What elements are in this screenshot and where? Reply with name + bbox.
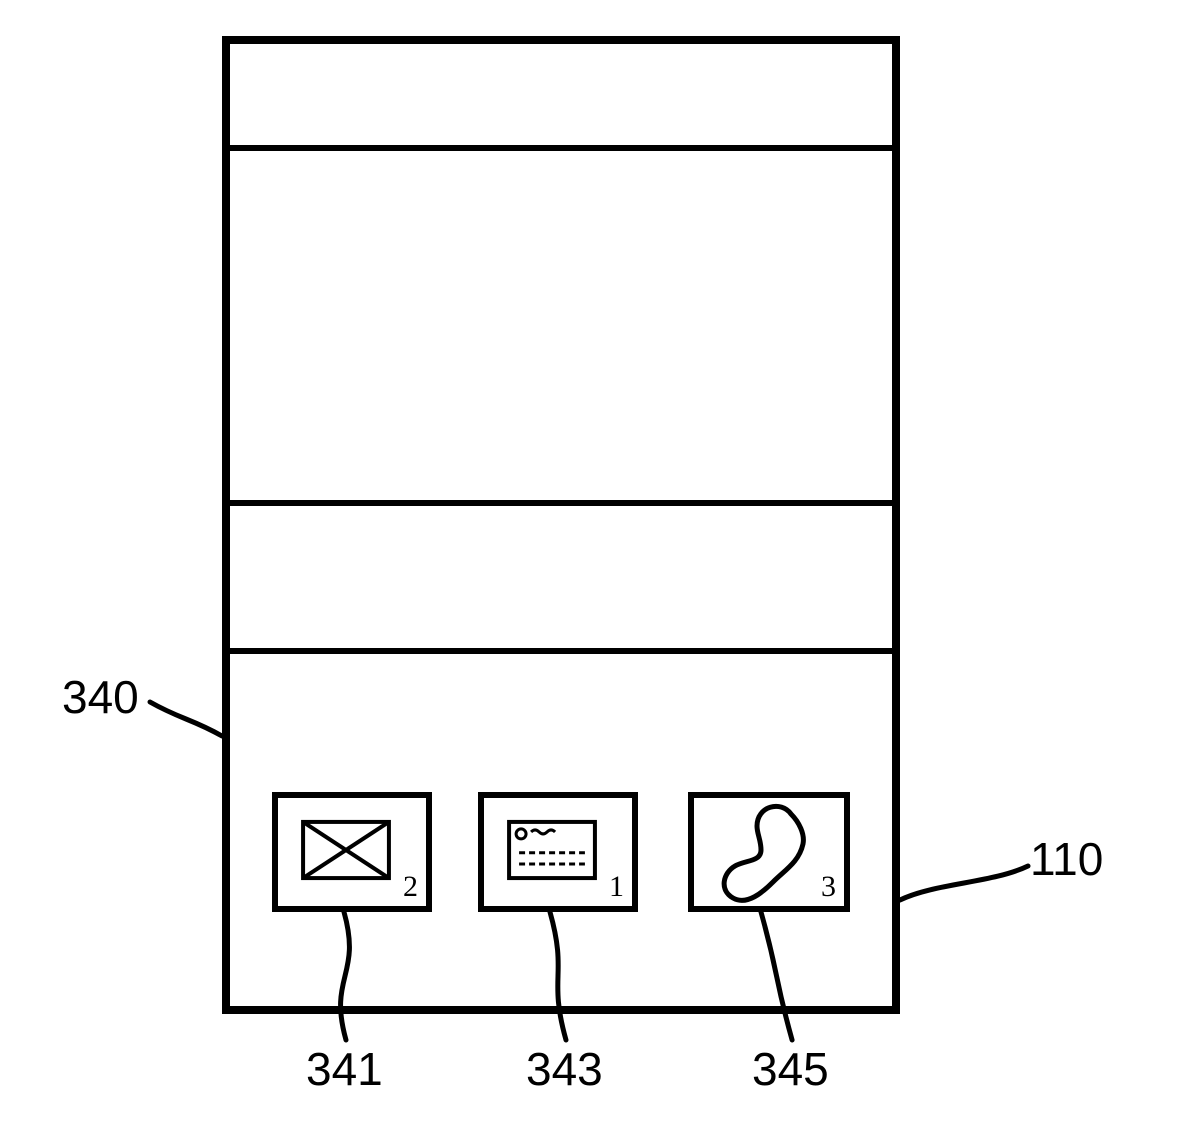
phone-badge: 3	[821, 870, 836, 904]
ref-label-343: 343	[526, 1042, 603, 1096]
mail-icon-box[interactable]: 2	[272, 792, 432, 912]
lead-line	[733, 902, 820, 1050]
mail-badge: 2	[403, 870, 418, 904]
section-divider	[230, 500, 892, 506]
lead-line	[316, 902, 374, 1050]
section-divider	[230, 145, 892, 151]
ref-label-345: 345	[752, 1042, 829, 1096]
lead-line	[110, 692, 262, 746]
ref-label-341: 341	[306, 1042, 383, 1096]
phone-icon-box[interactable]: 3	[688, 792, 850, 912]
diagram-canvas: 2 1 3 340 110 341 343 345	[0, 0, 1200, 1148]
message-badge: 1	[609, 870, 624, 904]
lead-line	[522, 902, 594, 1050]
lead-line	[855, 856, 1073, 910]
message-icon-box[interactable]: 1	[478, 792, 638, 912]
section-divider	[230, 648, 892, 654]
